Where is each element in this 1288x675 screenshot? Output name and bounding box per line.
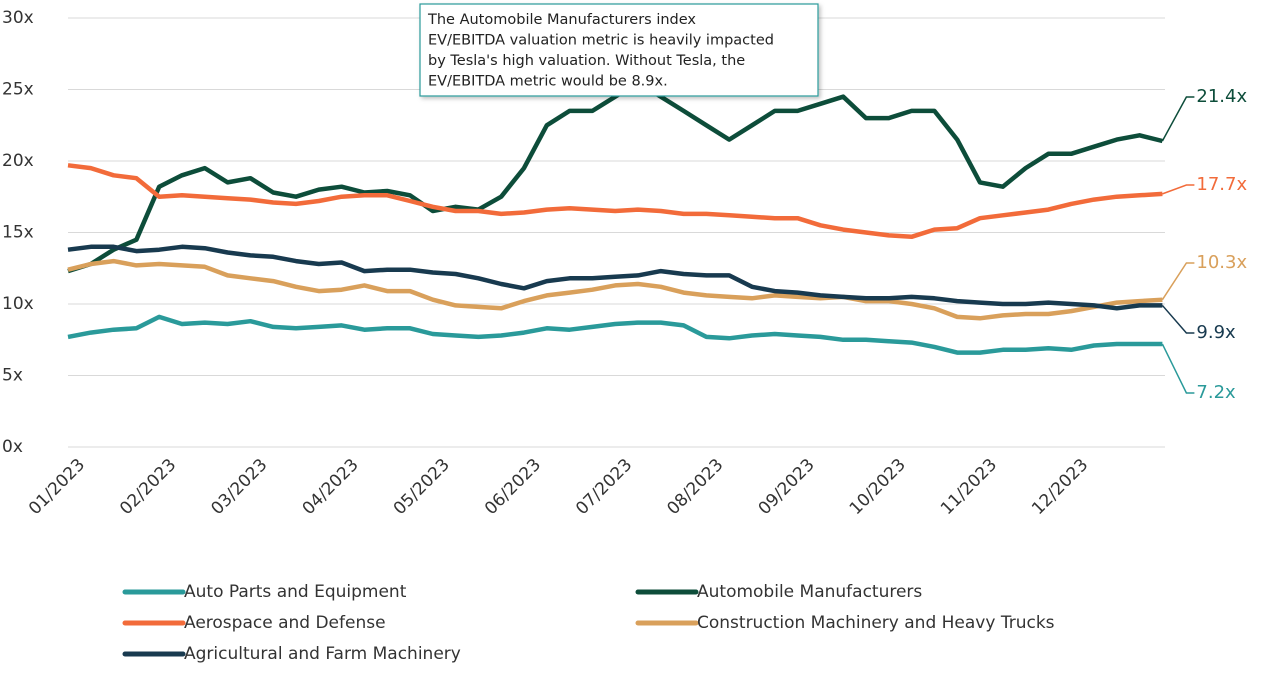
legend-label: Agricultural and Farm Machinery: [184, 644, 461, 664]
end-label: 7.2x: [1196, 382, 1236, 403]
end-label-connector: [1161, 96, 1195, 142]
x-tick-label: 03/2023: [207, 455, 271, 519]
end-label: 17.7x: [1196, 174, 1247, 195]
series-line: [67, 80, 1163, 274]
end-label-connector: [1161, 343, 1195, 394]
y-tick-label: 15x: [2, 223, 34, 243]
end-label: 9.9x: [1196, 322, 1236, 343]
x-tick-label: 05/2023: [390, 455, 454, 519]
annotation-text: The Automobile Manufacturers index: [427, 12, 696, 28]
x-tick-label: 07/2023: [572, 455, 636, 519]
legend-label: Auto Parts and Equipment: [184, 582, 407, 602]
series-line: [67, 314, 1163, 355]
x-tick-label: 01/2023: [25, 455, 89, 519]
y-tick-label: 0x: [2, 437, 23, 457]
y-tick-label: 25x: [2, 80, 34, 100]
annotation-text: EV/EBITDA valuation metric is heavily im…: [428, 33, 774, 49]
x-tick-label: 11/2023: [937, 455, 1001, 519]
x-tick-label: 10/2023: [846, 455, 910, 519]
legend-label: Construction Machinery and Heavy Trucks: [697, 613, 1055, 633]
series-line: [67, 244, 1163, 311]
x-tick-label: 08/2023: [663, 455, 727, 519]
end-label: 21.4x: [1196, 86, 1247, 107]
y-tick-label: 5x: [2, 366, 23, 386]
series-line: [67, 258, 1163, 321]
annotation: The Automobile Manufacturers index EV/EBI…: [419, 3, 819, 97]
annotation-text: by Tesla's high valuation. Without Tesla…: [428, 53, 745, 69]
x-tick-label: 09/2023: [755, 455, 819, 519]
y-tick-label: 10x: [2, 294, 34, 314]
x-tick-label: 06/2023: [481, 455, 545, 519]
x-tick-label: 12/2023: [1028, 455, 1092, 519]
annotation-text: EV/EBITDA metric would be 8.9x.: [428, 74, 668, 90]
end-label-connector: [1161, 304, 1195, 334]
x-tick-label: 02/2023: [116, 455, 180, 519]
lines: [67, 80, 1163, 355]
annotation-box: [419, 3, 819, 97]
labels: 7.2x Auto Parts and Equipment 21.4x Automob…: [122, 86, 1247, 664]
end-label: 10.3x: [1196, 252, 1247, 273]
series-line: [67, 163, 1163, 240]
x-tick-label: 04/2023: [299, 455, 363, 519]
legend-label: Aerospace and Defense: [184, 613, 386, 633]
y-tick-label: 20x: [2, 151, 34, 171]
end-label-connector: [1161, 262, 1195, 301]
legend-label: Automobile Manufacturers: [697, 582, 922, 602]
end-label-connector: [1162, 184, 1195, 195]
y-tick-label: 30x: [2, 8, 34, 28]
